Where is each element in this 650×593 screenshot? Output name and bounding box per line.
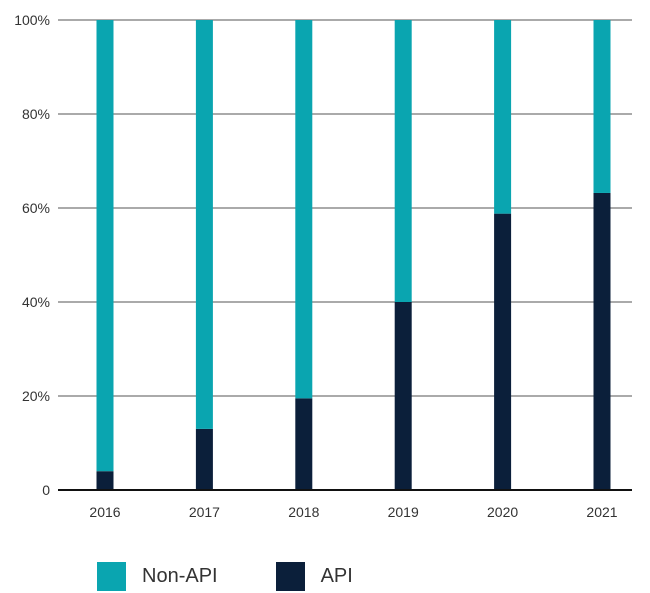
x-tick-label-2019: 2019 [388,504,419,520]
legend-item-api: API [275,562,353,591]
bar-non-api-2020 [494,20,512,214]
bar-api-2017 [195,428,213,490]
x-tick-label-2018: 2018 [288,504,319,520]
y-tick-label-20: 20% [22,388,50,404]
bar-api-2016 [96,471,114,490]
bar-api-2018 [295,398,313,490]
legend: Non-API API [97,562,411,591]
bar-non-api-2016 [96,20,114,472]
y-tick-label-40: 40% [22,294,50,310]
x-tick-label-2017: 2017 [189,504,220,520]
y-tick-label-60: 60% [22,200,50,216]
bar-api-2021 [593,192,611,490]
legend-swatch-api [275,562,305,591]
bar-non-api-2018 [295,20,313,399]
bar-api-2020 [494,213,512,490]
bar-non-api-2021 [593,20,611,193]
legend-swatch-non-api [97,562,126,591]
bar-non-api-2017 [195,20,213,429]
y-tick-label-100: 100% [14,12,50,28]
x-tick-label-2021: 2021 [586,504,617,520]
bar-api-2019 [394,302,412,490]
stacked-bar-chart: 0 20% 40% 60% 80% 100% 2016 2017 2018 2019 2020 202… [14,12,632,520]
y-tick-label-0: 0 [42,482,50,498]
legend-item-non-api: Non-API [97,562,218,591]
legend-label-non-api: Non-API [142,565,218,587]
x-tick-label-2016: 2016 [89,504,120,520]
y-tick-label-80: 80% [22,106,50,122]
bar-non-api-2019 [394,20,412,302]
legend-label-api: API [320,565,353,587]
x-tick-label-2020: 2020 [487,504,518,520]
